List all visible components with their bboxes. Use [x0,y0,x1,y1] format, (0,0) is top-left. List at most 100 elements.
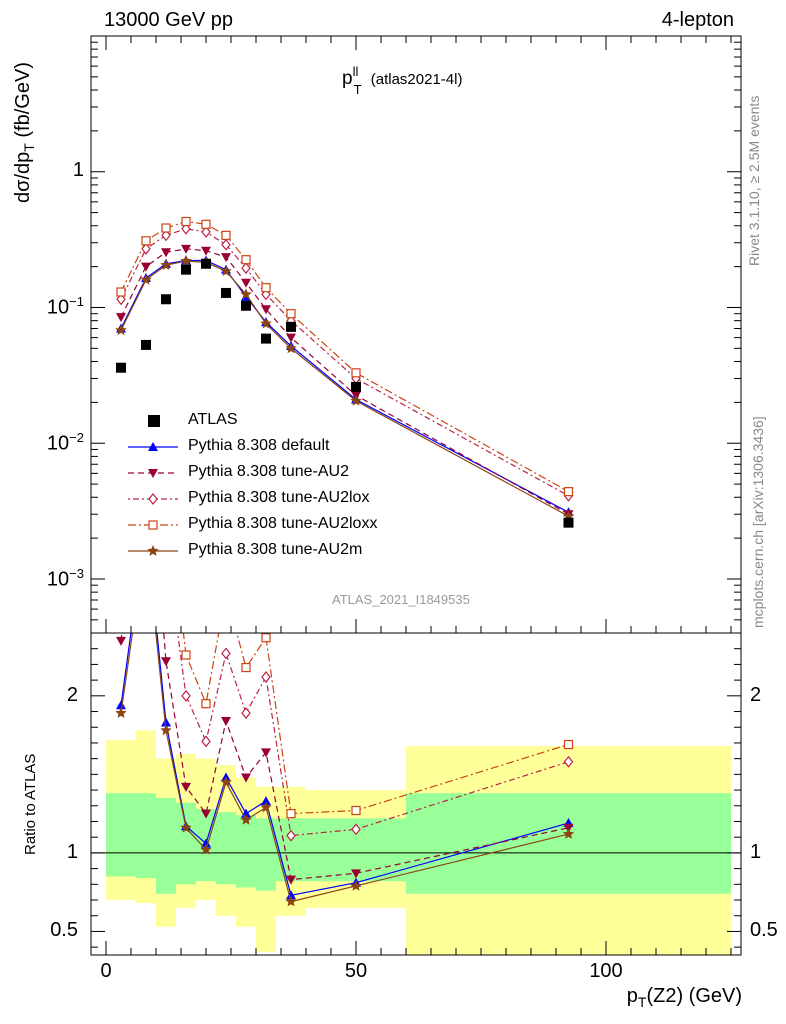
atlas-data-point [181,264,191,275]
atlas-data-point [161,294,171,305]
mc-series-point-4 [350,394,362,406]
green-band-bin [176,802,196,885]
ratio-y-axis-label: Ratio to ATLAS [22,753,39,855]
ratio-series-point-2 [181,689,191,702]
mc-series-point-3 [563,487,574,497]
legend-entry-label: ATLAS [188,411,238,428]
mc-series-point-1 [181,244,191,254]
mc-series-point-1 [116,313,126,323]
ratio-series-point-3 [117,441,125,449]
plot-title: p ll T (atlas2021-4l) [342,64,462,97]
atlas-data-point [116,362,126,373]
atlas-data-point [563,517,574,528]
ratio-series-point-2 [563,755,574,768]
mc-series-point-2 [221,238,231,251]
plot-frames [90,35,742,956]
title-sub: T [353,82,362,97]
energy-label: 13000 GeV pp [104,9,233,31]
ratio-y-tick-label-right: 0.5 [750,919,778,942]
tick-label-exponent: −1 [69,294,84,310]
legend-entry-label: Pythia 8.308 tune-AU2 [188,463,349,480]
ratio-series-point-0 [261,796,271,806]
ratio-series-point-1 [261,748,271,758]
main-series-group [115,216,575,522]
mc-series-point-3 [351,368,361,378]
mc-series-point-4 [285,342,297,354]
mc-series-point-2 [201,226,211,238]
ratio-series-point-4 [180,821,192,833]
x-tick-label: 0 [100,960,112,982]
mc-series-point-4 [260,317,272,329]
ratio-series-point-3 [142,95,150,103]
legend-marker [148,493,158,505]
ratio-series-point-4 [160,724,172,736]
main-data-points [116,258,574,528]
legend-entry-label: Pythia 8.308 tune-AU2m [188,541,363,558]
title-sup: ll [352,64,359,79]
ratio-series-point-2 [201,735,211,748]
atlas-data-point [201,258,211,269]
mc-series-point-3 [181,216,191,227]
mc-series-point-1 [261,305,271,315]
ratio-series-point-1 [181,782,191,792]
mc-series-point-2 [161,229,171,242]
mc-series-point-2 [241,262,251,275]
title-main: p [342,68,353,89]
ratio-series-point-3 [351,805,361,816]
ratio-series-point-2 [261,671,271,683]
green-band-bin [256,818,276,891]
mc-series-point-3 [161,223,171,233]
ratio-uncertainty-bands [106,730,731,955]
ratio-series-point-4 [285,895,297,907]
ratio-series-point-4 [562,828,575,839]
ratio-series-point-0 [161,717,171,727]
ratio-series-group [115,95,575,907]
legend-entry-label: Pythia 8.308 tune-AU2lox [188,489,370,506]
y-label-rest: (fb/GeV) [12,62,34,144]
main-y-tick-label: 10−1 [46,294,84,320]
ratio-series-point-1 [241,773,251,783]
atlas-data-point [221,287,231,298]
atlas-data-point [141,339,151,350]
ratio-series-point-4 [140,533,151,544]
ratio-series-point-3 [222,588,230,596]
mc-series-point-1 [201,246,211,256]
ratio-series-point-4 [240,813,252,825]
ratio-series-point-2 [221,647,231,660]
mc-series-point-3 [141,236,151,246]
ratio-series-point-4 [260,801,272,813]
ratio-series-line-3 [182,633,569,815]
mc-series-point-3 [201,219,211,229]
analysis-label: ATLAS_2021_I1849535 [332,592,470,607]
main-y-tick-label: 10−3 [46,565,84,591]
ratio-series-point-0 [201,838,211,848]
x-label-sub: T [637,994,647,1010]
ratio-series-point-1 [221,716,231,726]
ratio-series-point-4 [350,879,362,891]
ratio-series-point-1 [351,869,361,879]
green-band-bin [406,793,731,894]
ratio-series-point-3 [286,809,296,819]
legend-marker [148,415,160,427]
ratio-y-tick-label-left: 0.5 [50,919,78,942]
legend-entry-label: Pythia 8.308 tune-AU2loxx [188,515,378,532]
ratio-series-point-2 [241,707,251,720]
mc-series-point-4 [220,265,232,277]
mc-series-point-4 [240,288,252,300]
mc-series-point-1 [241,278,251,288]
legend-entry-label: Pythia 8.308 default [188,437,330,454]
main-y-tick-label: 10−2 [46,430,84,455]
mc-series-point-3 [286,309,296,319]
tick-label-exponent: −2 [69,430,84,446]
x-tick-label: 100 [589,960,623,982]
green-band-bin [106,793,136,877]
ratio-series-point-3 [201,699,211,709]
mc-series-point-3 [261,283,271,293]
mc-series-point-1 [141,262,151,272]
mc-series-point-1 [286,333,296,343]
mc-series-point-4 [140,273,152,285]
ratio-series-point-2 [142,204,150,214]
ratio-series-point-4 [115,707,127,718]
main-y-axis-label: dσ/dpT (fb/GeV) [12,62,37,203]
